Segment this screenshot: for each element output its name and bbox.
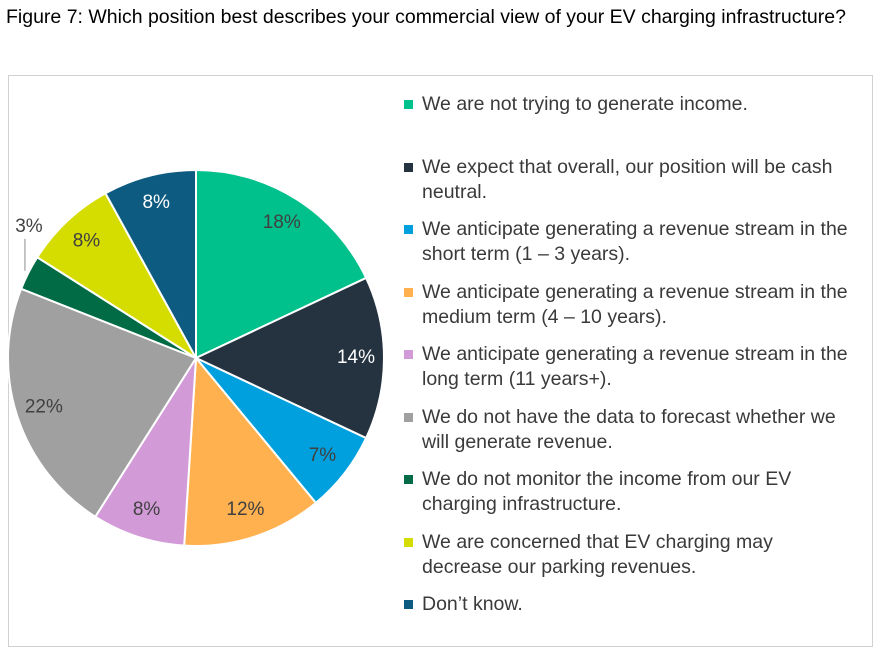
data-label: 7% bbox=[309, 445, 337, 466]
data-label: 14% bbox=[337, 347, 375, 368]
legend-label: We anticipate generating a revenue strea… bbox=[422, 280, 848, 328]
legend-label: We anticipate generating a revenue strea… bbox=[422, 218, 848, 265]
data-label: 12% bbox=[226, 499, 264, 520]
legend-label: We do not have the data to forecast whet… bbox=[422, 405, 836, 453]
legend-label: We do not monitor the income from our EV… bbox=[422, 468, 792, 515]
legend-swatch bbox=[404, 350, 413, 359]
legend-item: Don’t know. bbox=[404, 592, 854, 617]
legend-swatch bbox=[404, 287, 413, 297]
legend-item: We are not trying to generate income. bbox=[404, 92, 854, 117]
legend-item: We anticipate generating a revenue strea… bbox=[404, 342, 854, 392]
chart-title: Figure 7: Which position best describes … bbox=[6, 6, 846, 28]
data-label: 3% bbox=[15, 216, 43, 237]
legend-label: We anticipate generating a revenue strea… bbox=[422, 343, 848, 390]
legend-label: We are concerned that EV charging may de… bbox=[422, 530, 773, 578]
pie-slice bbox=[183, 355, 318, 547]
pie-slice bbox=[7, 287, 198, 519]
legend-swatch bbox=[404, 225, 413, 234]
data-label: 8% bbox=[133, 499, 161, 520]
legend-swatch bbox=[404, 537, 413, 547]
legend-swatch bbox=[404, 600, 413, 609]
legend-swatch bbox=[404, 100, 413, 109]
legend-item: We anticipate generating a revenue strea… bbox=[404, 217, 854, 267]
data-label: 18% bbox=[263, 212, 301, 233]
data-label: 8% bbox=[142, 192, 170, 213]
legend-label: We expect that overall, our position wil… bbox=[422, 155, 833, 203]
pie-slice bbox=[93, 357, 197, 547]
legend-swatch bbox=[404, 162, 413, 172]
legend-swatch bbox=[404, 475, 413, 484]
legend-item: We are concerned that EV charging may de… bbox=[404, 530, 854, 580]
pie-slice bbox=[35, 191, 197, 359]
pie-slice bbox=[195, 168, 368, 360]
legend-item: We do not have the data to forecast whet… bbox=[404, 405, 854, 455]
legend-swatch bbox=[404, 412, 413, 422]
data-label: 22% bbox=[25, 396, 63, 417]
pie-slice bbox=[193, 276, 385, 440]
data-label: 8% bbox=[73, 230, 101, 251]
legend-item: We expect that overall, our position wil… bbox=[404, 155, 854, 205]
legend-item: We anticipate generating a revenue strea… bbox=[404, 280, 854, 330]
legend-label: We are not trying to generate income. bbox=[422, 93, 748, 115]
pie-slice bbox=[104, 168, 197, 359]
legend-label: Don’t know. bbox=[422, 593, 523, 615]
legend-item: We do not monitor the income from our EV… bbox=[404, 467, 854, 517]
